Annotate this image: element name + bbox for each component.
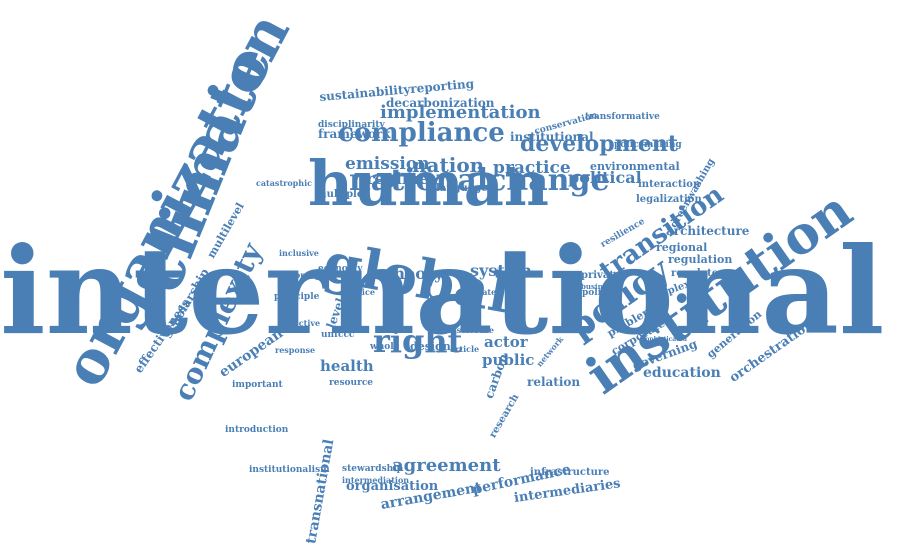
word-institutional: institutional bbox=[510, 130, 594, 144]
word-resource: resource bbox=[329, 378, 374, 388]
word-institutionalism: institutionalism bbox=[249, 465, 330, 475]
word-regional: regional bbox=[656, 241, 708, 254]
word-agreement: agreement bbox=[392, 455, 501, 476]
word-inclusive: inclusive bbox=[279, 248, 319, 258]
word-nation: nation bbox=[412, 153, 485, 177]
word-legalization: legalization bbox=[636, 194, 702, 205]
word-decarbonization: decarbonization bbox=[386, 96, 495, 110]
word-compliance: compliance bbox=[338, 118, 505, 148]
word-design: design bbox=[410, 340, 451, 353]
word-architecture: architecture bbox=[666, 224, 750, 238]
word-unfccc: unfccc bbox=[321, 330, 355, 340]
word-state: state bbox=[474, 287, 497, 297]
word-disclosure: disclosure bbox=[448, 325, 495, 335]
word-transnational: transnational bbox=[303, 438, 338, 545]
word-language: language bbox=[436, 183, 488, 194]
word-intermediation: intermediation bbox=[342, 475, 410, 485]
word-response: response bbox=[275, 345, 316, 355]
word-justice: justice bbox=[345, 287, 375, 297]
word-whole: whole bbox=[370, 342, 400, 352]
word-education: education bbox=[643, 365, 721, 381]
word-theory: theory bbox=[386, 264, 444, 283]
word-infrastructure: infrastructure bbox=[530, 467, 610, 478]
word-development: development bbox=[520, 131, 679, 157]
word-human: human bbox=[308, 147, 550, 220]
word-interaction: interaction bbox=[638, 179, 701, 190]
word-policymaking: policymaking bbox=[614, 140, 682, 150]
word-organisation: organisation bbox=[346, 479, 439, 494]
word-introduction: introduction bbox=[225, 425, 289, 435]
word-environmental: environmental bbox=[590, 160, 680, 173]
word-private: private bbox=[581, 270, 621, 281]
word-implementation: implementation bbox=[380, 102, 541, 123]
word-regime: regime bbox=[366, 169, 429, 188]
word-framework: framework bbox=[318, 127, 391, 141]
word-international: international bbox=[0, 221, 885, 362]
word-stewardship: stewardship bbox=[342, 464, 403, 474]
word-political: political bbox=[568, 168, 642, 187]
word-regulatory: regulatory bbox=[671, 268, 730, 279]
word-public: public bbox=[482, 351, 535, 369]
word-article: article bbox=[450, 344, 480, 354]
word-relation: relation bbox=[527, 375, 581, 389]
word-multiple: multiple bbox=[316, 189, 364, 200]
word-actor: actor bbox=[484, 333, 528, 351]
word-system: system bbox=[470, 261, 532, 280]
word-economy: economy bbox=[318, 264, 363, 274]
word-principle: principle bbox=[274, 292, 320, 302]
word-sophisticated: sophisticated bbox=[642, 336, 687, 343]
word-practice: practice bbox=[493, 158, 571, 178]
word-policies: policies bbox=[582, 288, 621, 298]
word-important: important bbox=[232, 380, 283, 390]
word-catastrophic: catastrophic bbox=[256, 178, 313, 188]
word-effective: effective bbox=[282, 318, 321, 328]
word-health: health bbox=[320, 357, 374, 375]
word-nationalchange: nationalchange bbox=[349, 163, 610, 198]
word-right: right bbox=[373, 322, 463, 360]
word-regulation: regulation bbox=[668, 253, 733, 266]
word-emission: emission bbox=[345, 154, 430, 174]
word-mapping: mapping bbox=[281, 270, 321, 280]
word-transformative: transformative bbox=[585, 112, 660, 122]
word-business: business bbox=[581, 282, 616, 291]
word-disciplinarity: disciplinarity bbox=[318, 120, 385, 130]
